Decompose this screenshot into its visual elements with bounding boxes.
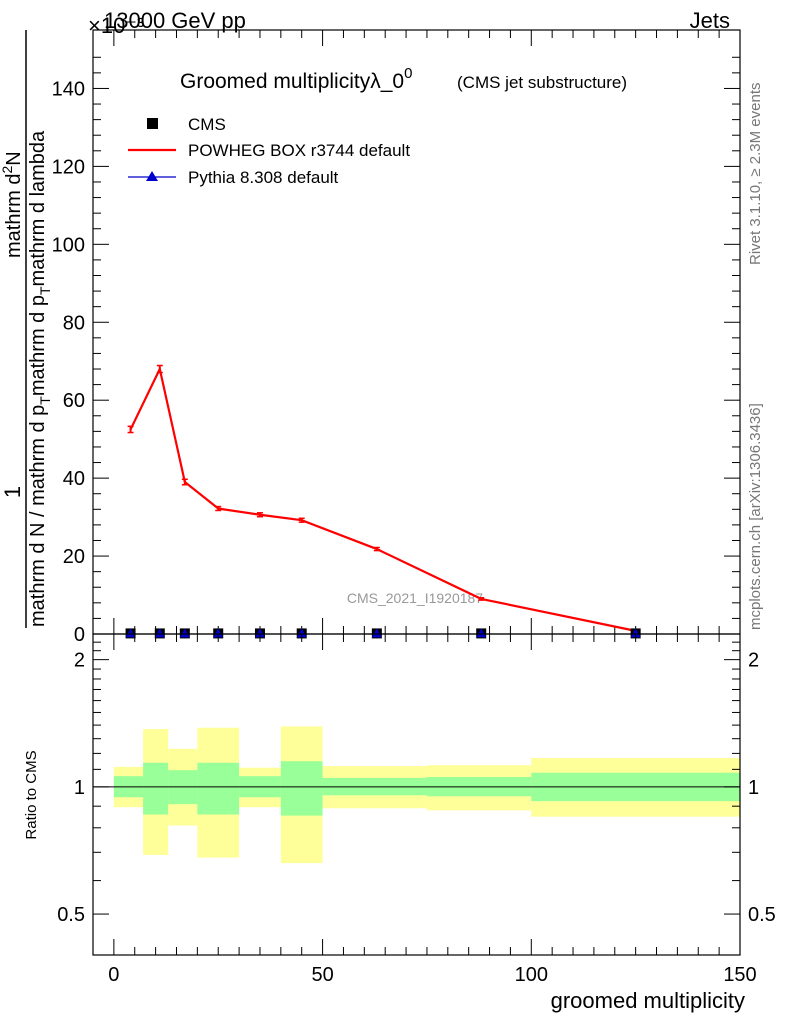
ratio-y-tick-label-left: 1	[74, 777, 85, 799]
series-pythia-point	[125, 628, 136, 638]
ratio-y-tick-label-left: 2	[74, 650, 85, 672]
process-label: Jets	[690, 8, 730, 33]
y-tick-label: 120	[52, 156, 85, 178]
legend-powheg-label: POWHEG BOX r3744 default	[188, 141, 410, 160]
series-pythia-point	[630, 628, 641, 638]
y-tick-label: 0	[74, 624, 85, 646]
series-pythia-point	[213, 628, 224, 638]
series-pythia-point	[179, 628, 190, 638]
plot-title-main: Groomed multiplicityλ_0	[180, 70, 404, 93]
svg-text:Groomed multiplicityλ_00: Groomed multiplicityλ_00	[180, 65, 412, 93]
ratio-inner-band-5	[280, 761, 323, 816]
legend-pythia-label: Pythia 8.308 default	[188, 168, 339, 187]
y-tick-label: 40	[63, 468, 85, 490]
ratio-y-tick-label-left: 0.5	[57, 904, 85, 926]
rivet-version-label: Rivet 3.1.10, ≥ 2.3M events	[747, 83, 764, 266]
x-tick-label: 150	[723, 964, 756, 986]
series-pythia-point	[476, 628, 487, 638]
y-tick-label: 60	[63, 390, 85, 412]
y-tick-label: 80	[63, 312, 85, 334]
ratio-y-tick-label-right: 0.5	[748, 904, 776, 926]
series-pythia-point	[254, 628, 265, 638]
y-axis-label: 1 mathrm d N / mathrm d pTmathrm d pTmat…	[0, 30, 53, 628]
y-axis-label-numerator-1: 1	[0, 486, 25, 498]
series-pythia-point	[296, 628, 307, 638]
analysis-watermark: CMS_2021_I1920187	[347, 590, 483, 606]
series-pythia-point	[371, 628, 382, 638]
plot-subtitle: (CMS jet substructure)	[457, 73, 627, 92]
ratio-y-tick-label-right: 2	[748, 650, 759, 672]
ratio-plot-frame	[92, 633, 741, 956]
mcplots-reference-label: mcplots.cern.ch [arXiv:1306.3436]	[747, 403, 764, 630]
legend: CMS POWHEG BOX r3744 default Pythia 8.30…	[128, 115, 410, 187]
legend-cms-marker	[147, 118, 158, 129]
x-tick-label: 50	[311, 964, 333, 986]
x-tick-label: 100	[515, 964, 548, 986]
legend-cms-label: CMS	[188, 115, 226, 134]
ratio-plot: 0 50 100 150 0.5 0.5 1 1 2 2	[57, 633, 776, 986]
ratio-y-axis-label: Ratio to CMS	[23, 750, 40, 839]
legend-pythia-marker	[146, 171, 158, 181]
x-axis-label: groomed multiplicity	[551, 988, 745, 1013]
ratio-y-tick-label-right: 1	[748, 777, 759, 799]
y-tick-label: 100	[52, 234, 85, 256]
plot-title-superscript: 0	[404, 65, 412, 82]
plot-title: Groomed multiplicityλ_00 (CMS jet substr…	[180, 65, 627, 93]
y-tick-label: 140	[52, 78, 85, 100]
y-axis-label-lower: mathrm d N / mathrm d pTmathrm d pTmathr…	[27, 130, 53, 627]
energy-label: 13000 GeV pp	[104, 8, 246, 33]
ratio-inner-band-1	[143, 762, 169, 815]
series-pythia-point	[154, 628, 165, 638]
ratio-inner-band-3	[197, 762, 240, 815]
y-axis-label-upper: mathrm d2N	[0, 151, 25, 258]
x-tick-label: 0	[108, 964, 119, 986]
y-tick-label: 20	[63, 546, 85, 568]
